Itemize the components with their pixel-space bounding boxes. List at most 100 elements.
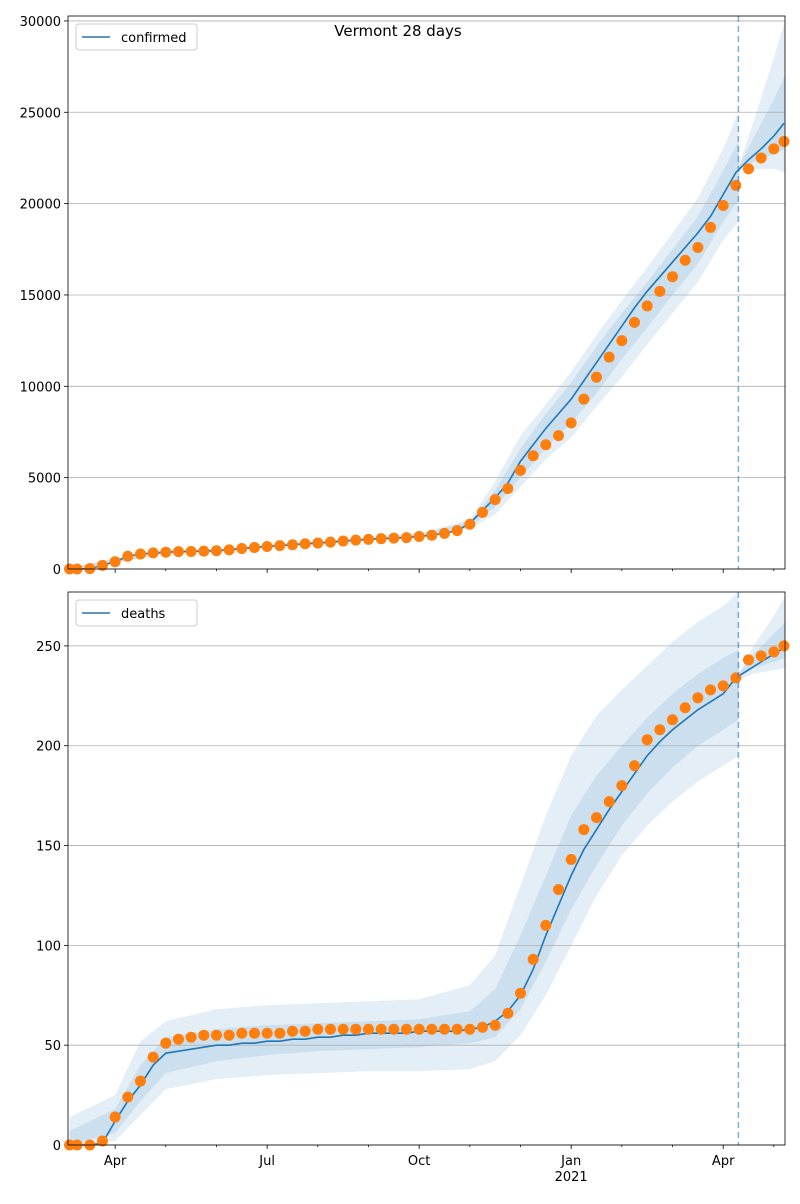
y-tick-label: 30000 xyxy=(20,15,61,30)
observed-point xyxy=(438,1023,450,1035)
observed-point xyxy=(324,536,336,548)
observed-point xyxy=(514,464,526,476)
observed-point xyxy=(451,1023,463,1035)
observed-point xyxy=(438,527,450,539)
observed-point xyxy=(337,1023,349,1035)
observed-point xyxy=(476,1021,488,1033)
observed-point xyxy=(134,548,146,560)
observed-point xyxy=(337,535,349,547)
legend-label: confirmed xyxy=(121,31,187,46)
observed-point xyxy=(350,534,362,546)
y-tick-label: 0 xyxy=(53,563,61,578)
observed-point xyxy=(768,143,780,155)
observed-point xyxy=(147,1051,159,1063)
observed-point xyxy=(514,987,526,999)
observed-point xyxy=(641,300,653,312)
observed-point xyxy=(388,532,400,544)
observed-point xyxy=(778,136,790,148)
observed-point xyxy=(527,450,539,462)
observed-point xyxy=(400,532,412,544)
observed-point xyxy=(299,538,311,550)
uncertainty-band xyxy=(69,75,785,569)
observed-point xyxy=(743,654,755,666)
observed-point xyxy=(603,796,615,808)
observed-point xyxy=(768,646,780,658)
observed-point xyxy=(667,271,679,283)
observed-point xyxy=(743,163,755,175)
y-tick-label: 0 xyxy=(53,1139,61,1154)
observed-point xyxy=(248,541,260,553)
observed-point xyxy=(413,530,425,542)
y-tick-label: 50 xyxy=(44,1039,61,1054)
observed-point xyxy=(274,1027,286,1039)
observed-point xyxy=(705,684,717,696)
observed-point xyxy=(755,650,767,662)
y-tick-label: 100 xyxy=(36,939,61,954)
observed-point xyxy=(502,483,514,495)
observed-point xyxy=(540,439,552,451)
observed-point xyxy=(591,371,603,383)
observed-point xyxy=(109,556,121,568)
observed-point xyxy=(160,1037,172,1049)
observed-point xyxy=(236,1027,248,1039)
y-tick-label: 20000 xyxy=(20,198,61,213)
observed-point xyxy=(299,1025,311,1037)
observed-point xyxy=(172,1033,184,1045)
observed-point xyxy=(778,640,790,652)
observed-point xyxy=(692,241,704,253)
observed-point xyxy=(109,1111,121,1123)
observed-point xyxy=(616,780,628,792)
observed-point xyxy=(210,1029,222,1041)
observed-point xyxy=(603,351,615,363)
observed-point xyxy=(375,533,387,545)
observed-point xyxy=(362,1023,374,1035)
observed-point xyxy=(185,1031,197,1043)
observed-point xyxy=(261,1027,273,1039)
observed-point xyxy=(312,1023,324,1035)
legend-box xyxy=(75,599,198,627)
y-tick-label: 25000 xyxy=(20,106,61,121)
observed-point xyxy=(160,546,172,558)
uncertainty-band xyxy=(69,621,785,1145)
legend-label: deaths xyxy=(121,607,166,622)
observed-point xyxy=(236,543,248,555)
observed-point xyxy=(248,1027,260,1039)
observed-point xyxy=(210,545,222,557)
observed-point xyxy=(692,692,704,704)
observed-point xyxy=(730,672,742,684)
x-tick-label: Jan xyxy=(560,1154,581,1169)
observed-point xyxy=(489,1019,501,1031)
observed-point xyxy=(464,518,476,530)
observed-point xyxy=(755,152,767,164)
observed-point xyxy=(527,953,539,965)
model-line xyxy=(69,647,785,1146)
observed-point xyxy=(565,854,577,866)
observed-point xyxy=(578,393,590,405)
observed-point xyxy=(616,335,628,347)
observed-point xyxy=(591,812,603,824)
observed-point xyxy=(388,1023,400,1035)
axes-frame xyxy=(67,591,786,1146)
observed-point xyxy=(540,919,552,931)
x-tick-sublabel: 2021 xyxy=(555,1170,588,1185)
observed-point xyxy=(324,1023,336,1035)
observed-point xyxy=(426,529,438,541)
observed-point xyxy=(578,824,590,836)
observed-point xyxy=(451,525,463,537)
observed-point xyxy=(223,1029,235,1041)
observed-point xyxy=(552,883,564,895)
x-tick-label: Oct xyxy=(408,1154,430,1169)
observed-point xyxy=(476,506,488,518)
observed-point xyxy=(464,1023,476,1035)
observed-point xyxy=(223,544,235,556)
observed-point xyxy=(261,541,273,553)
observed-point xyxy=(717,680,729,692)
observed-point xyxy=(274,540,286,552)
y-tick-label: 10000 xyxy=(20,380,61,395)
observed-point xyxy=(147,547,159,559)
observed-point xyxy=(286,539,298,551)
x-tick-label: Jul xyxy=(258,1154,275,1169)
observed-point xyxy=(286,1025,298,1037)
y-tick-label: 5000 xyxy=(28,472,61,487)
